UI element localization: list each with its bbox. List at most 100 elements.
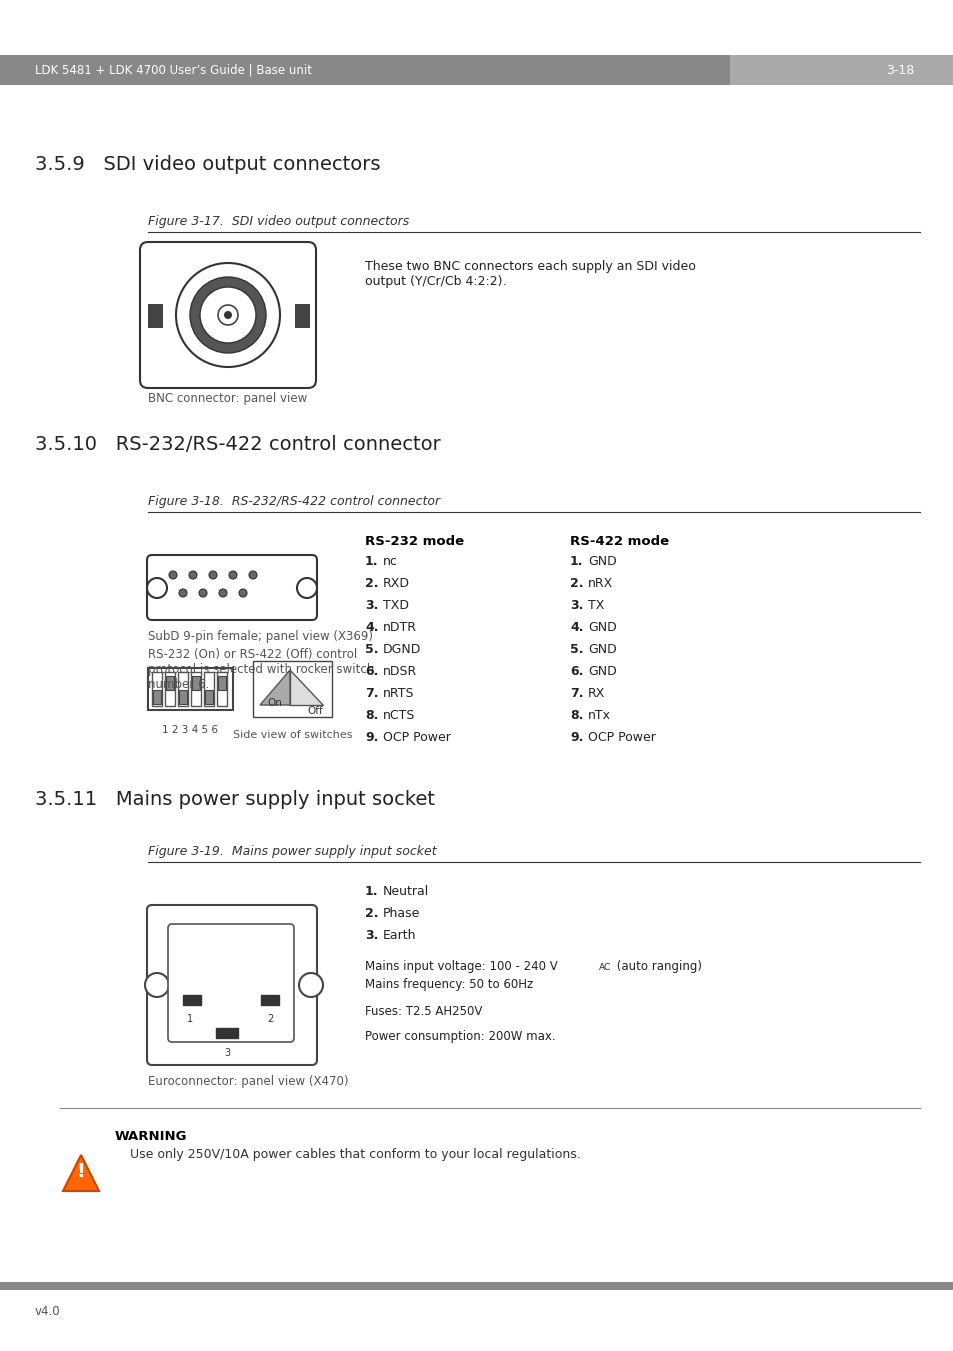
Text: SubD 9-pin female; panel view (X369): SubD 9-pin female; panel view (X369) (148, 630, 373, 643)
Text: On: On (267, 698, 281, 708)
Text: Side view of switches: Side view of switches (233, 730, 353, 740)
Text: RS-232 (On) or RS-422 (Off) control
protocol is selected with rocker switch
numb: RS-232 (On) or RS-422 (Off) control prot… (148, 648, 374, 690)
Polygon shape (290, 670, 323, 705)
Text: Fuses: T2.5 AH250V: Fuses: T2.5 AH250V (365, 1005, 482, 1019)
Text: Use only 250V/10A power cables that conform to your local regulations.: Use only 250V/10A power cables that conf… (130, 1148, 580, 1161)
Text: 6.: 6. (365, 665, 378, 678)
Text: (auto ranging): (auto ranging) (613, 961, 701, 973)
Circle shape (199, 589, 207, 597)
FancyBboxPatch shape (0, 55, 953, 85)
Text: 3.: 3. (569, 598, 583, 612)
Text: 1.: 1. (365, 555, 378, 567)
Bar (215, 1028, 237, 1038)
Bar (261, 994, 278, 1005)
Text: Off: Off (307, 707, 322, 716)
Circle shape (249, 571, 256, 580)
Text: LDK 5481 + LDK 4700 User’s Guide | Base unit: LDK 5481 + LDK 4700 User’s Guide | Base … (35, 63, 312, 77)
Text: OCP Power: OCP Power (587, 731, 655, 744)
Text: 3.5.9   SDI video output connectors: 3.5.9 SDI video output connectors (35, 155, 380, 174)
Bar (205, 690, 213, 704)
Bar (192, 676, 200, 690)
Text: TX: TX (587, 598, 604, 612)
Circle shape (224, 311, 232, 319)
Circle shape (175, 263, 280, 367)
FancyBboxPatch shape (729, 55, 953, 85)
Bar (294, 304, 310, 328)
Circle shape (229, 571, 236, 580)
Text: 8.: 8. (569, 709, 583, 721)
Text: Figure 3-17.  SDI video output connectors: Figure 3-17. SDI video output connectors (148, 215, 409, 228)
Circle shape (209, 571, 216, 580)
Circle shape (190, 277, 266, 353)
Circle shape (189, 571, 196, 580)
Text: GND: GND (587, 665, 616, 678)
Bar (148, 304, 163, 328)
Text: RX: RX (587, 688, 605, 700)
Text: 1 2 3 4 5 6: 1 2 3 4 5 6 (162, 725, 218, 735)
Text: nDTR: nDTR (382, 621, 416, 634)
Text: RS-232 mode: RS-232 mode (365, 535, 464, 549)
Text: GND: GND (587, 643, 616, 657)
Text: GND: GND (587, 621, 616, 634)
Text: BNC connector: panel view: BNC connector: panel view (148, 392, 307, 405)
Text: nRTS: nRTS (382, 688, 414, 700)
Bar (152, 671, 162, 707)
Polygon shape (63, 1155, 99, 1192)
Circle shape (218, 305, 237, 326)
Text: 3.5.10   RS-232/RS-422 control connector: 3.5.10 RS-232/RS-422 control connector (35, 435, 440, 454)
Bar (165, 671, 174, 707)
Circle shape (296, 578, 316, 598)
Text: nDSR: nDSR (382, 665, 416, 678)
Text: WARNING: WARNING (115, 1129, 188, 1143)
Text: 2: 2 (267, 1015, 273, 1024)
Bar (204, 671, 213, 707)
Text: 7.: 7. (569, 688, 583, 700)
Bar (218, 676, 226, 690)
Bar (183, 994, 201, 1005)
Text: 4.: 4. (365, 621, 378, 634)
Text: 6.: 6. (569, 665, 583, 678)
Text: 3: 3 (224, 1048, 230, 1058)
Text: 3-18: 3-18 (885, 63, 913, 77)
FancyBboxPatch shape (147, 555, 316, 620)
Bar (178, 671, 188, 707)
Text: 1: 1 (187, 1015, 193, 1024)
Text: 4.: 4. (569, 621, 583, 634)
Text: AC: AC (598, 963, 611, 971)
Text: 3.5.11   Mains power supply input socket: 3.5.11 Mains power supply input socket (35, 790, 435, 809)
Text: 8.: 8. (365, 709, 378, 721)
Text: !: ! (76, 1162, 86, 1181)
Bar (152, 690, 161, 704)
Text: RS-422 mode: RS-422 mode (569, 535, 668, 549)
Text: Power consumption: 200W max.: Power consumption: 200W max. (365, 1029, 555, 1043)
Text: 2.: 2. (569, 577, 583, 590)
Bar (179, 690, 187, 704)
Text: 9.: 9. (365, 731, 378, 744)
Text: 5.: 5. (569, 643, 583, 657)
Text: Euroconnector: panel view (X470): Euroconnector: panel view (X470) (148, 1075, 348, 1088)
Text: 9.: 9. (569, 731, 583, 744)
Bar (0, 1282, 953, 1290)
Text: TXD: TXD (382, 598, 409, 612)
Text: 1.: 1. (365, 885, 378, 898)
FancyBboxPatch shape (168, 924, 294, 1042)
Circle shape (145, 973, 169, 997)
Circle shape (298, 973, 323, 997)
Text: Mains frequency: 50 to 60Hz: Mains frequency: 50 to 60Hz (365, 978, 533, 992)
Text: nCTS: nCTS (382, 709, 415, 721)
Text: GND: GND (587, 555, 616, 567)
Text: nRX: nRX (587, 577, 613, 590)
Text: OCP Power: OCP Power (382, 731, 451, 744)
Text: 5.: 5. (365, 643, 378, 657)
Text: 3.: 3. (365, 598, 378, 612)
Text: 7.: 7. (365, 688, 378, 700)
Bar (191, 671, 201, 707)
Text: 1.: 1. (569, 555, 583, 567)
Text: Neutral: Neutral (382, 885, 429, 898)
Text: Figure 3-18.  RS-232/RS-422 control connector: Figure 3-18. RS-232/RS-422 control conne… (148, 494, 439, 508)
Text: DGND: DGND (382, 643, 421, 657)
Circle shape (200, 286, 255, 343)
Circle shape (179, 589, 187, 597)
Text: nTx: nTx (587, 709, 610, 721)
Text: v4.0: v4.0 (35, 1305, 61, 1319)
